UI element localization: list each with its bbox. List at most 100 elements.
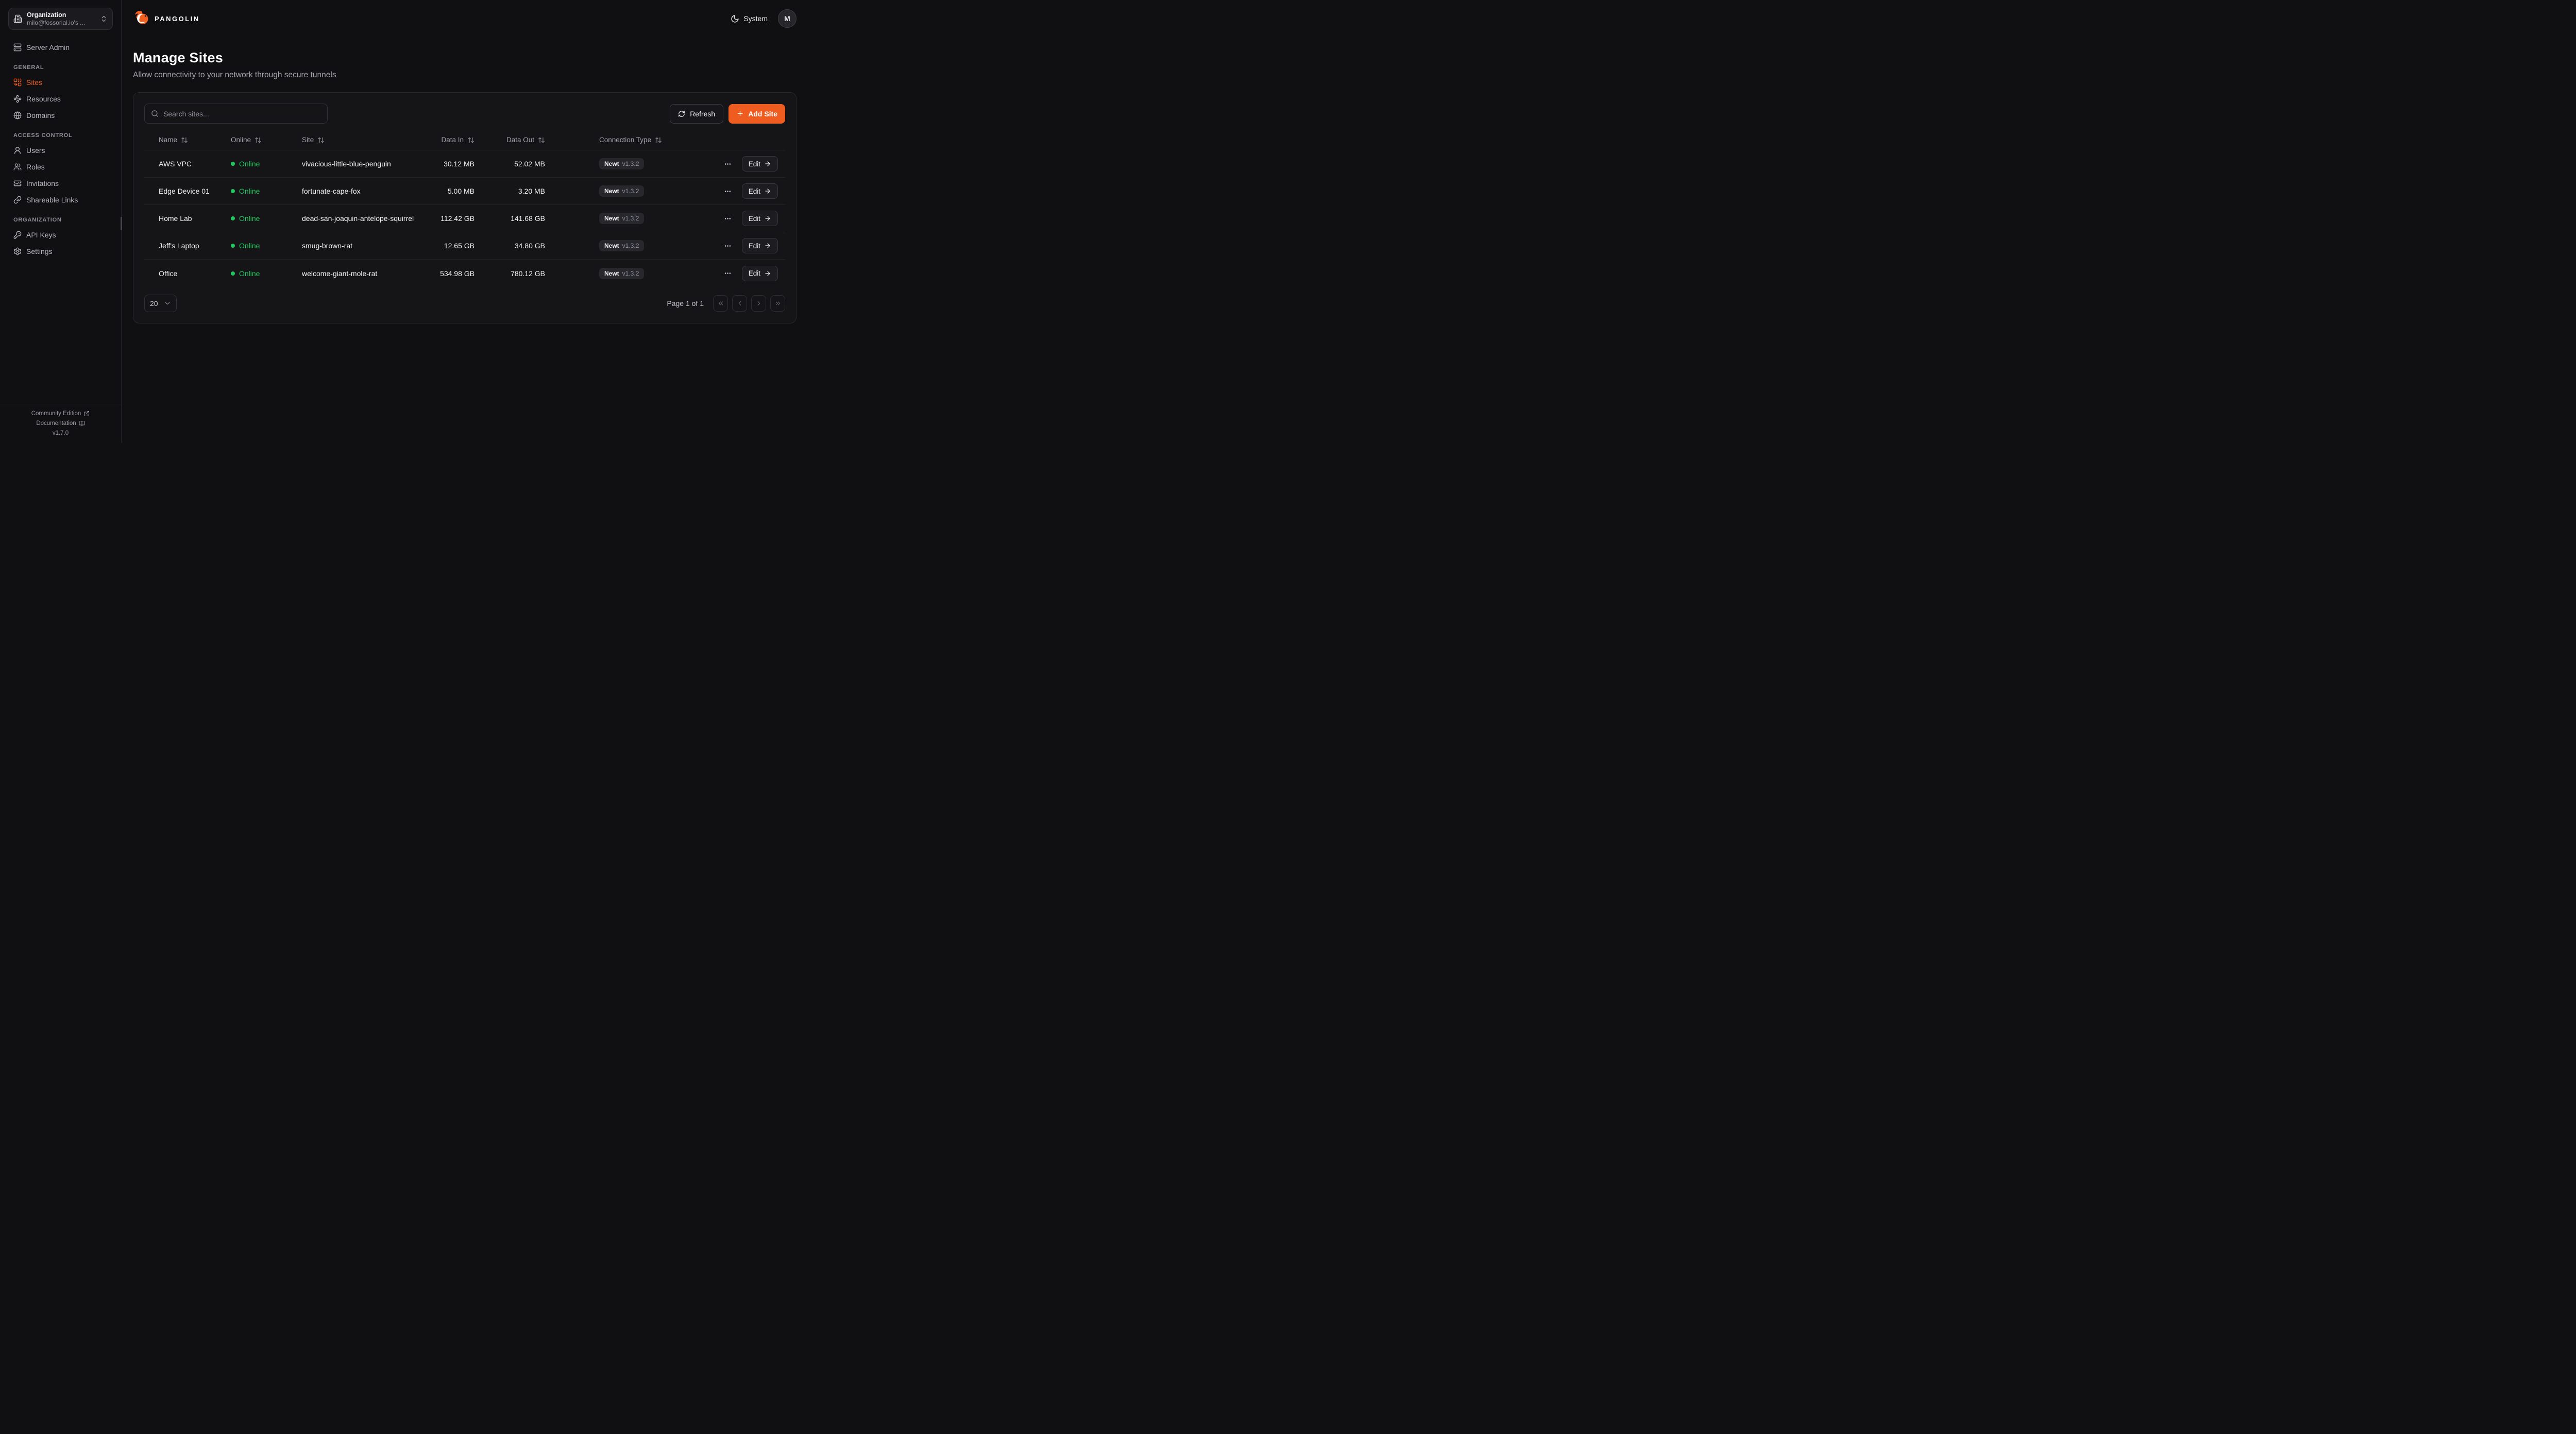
page-title: Manage Sites [133, 50, 223, 65]
site-slug-cell: vivacious-little-blue-penguin [302, 160, 391, 168]
edit-site-button[interactable]: Edit [741, 238, 778, 253]
sidebar-item-roles[interactable]: Roles [8, 159, 113, 175]
book-open-icon [79, 420, 85, 426]
documentation-link[interactable]: Documentation [36, 420, 85, 426]
row-actions-cell: Edit [691, 211, 785, 226]
sidebar-item-resources[interactable]: Resources [8, 91, 113, 107]
sort-icon [317, 136, 325, 144]
brand: PANGOLIN [133, 10, 200, 27]
connection-type-name: Newt [604, 269, 619, 277]
edit-site-button[interactable]: Edit [741, 156, 778, 172]
sidebar-item-label: Shareable Links [26, 196, 78, 204]
org-switcher[interactable]: Organization milo@fossorial.io's ... [8, 8, 113, 30]
row-menu-button[interactable] [722, 186, 733, 197]
chevron-right-icon [755, 300, 762, 307]
next-page-button[interactable] [751, 295, 766, 312]
edit-site-button[interactable]: Edit [741, 183, 778, 199]
column-label: Online [231, 136, 251, 144]
key-round-icon [13, 231, 22, 239]
sidebar-item-invitations[interactable]: Invitations [8, 175, 113, 192]
link-icon [13, 196, 22, 204]
sidebar-item-label: Server Admin [26, 43, 70, 52]
sidebar-section-heading: GENERAL [13, 64, 44, 71]
online-status-cell: Online [225, 160, 296, 168]
refresh-button[interactable]: Refresh [670, 104, 724, 124]
community-edition-link[interactable]: Community Edition [31, 411, 90, 417]
chevron-down-icon [164, 300, 171, 307]
data-in-cell: 112.42 GB [440, 214, 474, 223]
org-switcher-texts: Organization milo@fossorial.io's ... [27, 11, 95, 27]
ellipsis-icon [724, 160, 732, 168]
organization-icon [13, 14, 22, 23]
search-input[interactable] [163, 109, 321, 118]
online-status-label: Online [239, 214, 260, 223]
sidebar-item-settings[interactable]: Settings [8, 243, 113, 260]
edit-site-button[interactable]: Edit [741, 211, 778, 226]
edit-site-button[interactable]: Edit [741, 265, 778, 281]
sort-icon [181, 136, 188, 144]
globe-icon [13, 111, 22, 120]
ellipsis-icon [724, 242, 732, 250]
site-slug-cell: welcome-giant-mole-rat [302, 269, 378, 278]
sidebar-scrollbar-thumb[interactable] [121, 217, 122, 230]
column-header-name[interactable]: Name [144, 136, 225, 144]
online-dot-icon [231, 216, 235, 220]
avatar[interactable]: M [778, 9, 796, 28]
column-header-online[interactable]: Online [225, 136, 296, 144]
row-menu-button[interactable] [722, 268, 733, 279]
version-label: v1.7.0 [52, 430, 69, 436]
topbar: PANGOLIN System M [133, 0, 796, 37]
row-actions-cell: Edit [691, 156, 785, 172]
row-menu-button[interactable] [722, 159, 733, 169]
page-status: Page 1 of 1 [667, 299, 704, 308]
app-screen: Organization milo@fossorial.io's ... Ser… [0, 0, 808, 443]
connection-type-badge: Newt v1.3.2 [599, 213, 645, 224]
main-area: PANGOLIN System M Manage Sites Allow con… [122, 0, 808, 443]
connection-version: v1.3.2 [622, 187, 639, 195]
sidebar-item-api-keys[interactable]: API Keys [8, 227, 113, 243]
connection-type-badge: Newt v1.3.2 [599, 158, 645, 169]
row-menu-button[interactable] [722, 241, 733, 251]
arrow-right-icon [764, 187, 771, 195]
column-header-data-in[interactable]: Data In [419, 136, 474, 144]
sidebar-item-users[interactable]: Users [8, 142, 113, 159]
pagination-controls: Page 1 of 1 [667, 295, 785, 312]
waypoints-icon [13, 95, 22, 103]
sidebar-item-label: Roles [26, 163, 45, 171]
row-actions-cell: Edit [691, 183, 785, 199]
topbar-right: System M [731, 9, 796, 28]
online-dot-icon [231, 271, 235, 276]
chevrons-left-icon [717, 300, 724, 307]
connection-type-cell: Newt v1.3.2 [545, 240, 691, 251]
online-dot-icon [231, 244, 235, 248]
page-head: Manage Sites Allow connectivity to your … [133, 50, 796, 80]
column-label: Data Out [506, 136, 534, 144]
sidebar-item-shareable-links[interactable]: Shareable Links [8, 192, 113, 208]
theme-toggle-button[interactable]: System [731, 14, 768, 23]
row-actions-cell: Edit [691, 265, 785, 281]
column-header-data-out[interactable]: Data Out [474, 136, 545, 144]
sidebar-item-server-admin[interactable]: Server Admin [8, 39, 113, 56]
row-menu-button[interactable] [722, 213, 733, 224]
site-name-cell: Jeff's Laptop [159, 242, 199, 250]
connection-type-badge: Newt v1.3.2 [599, 185, 645, 197]
column-header-connection-type[interactable]: Connection Type [545, 136, 691, 144]
online-status-cell: Online [225, 214, 296, 223]
column-label: Connection Type [599, 136, 652, 144]
sidebar-item-domains[interactable]: Domains [8, 107, 113, 124]
user-icon [13, 146, 22, 155]
row-actions-cell: Edit [691, 238, 785, 253]
chevron-left-icon [736, 300, 743, 307]
table-body: AWS VPC Online vivacious-little-blue-pen… [144, 150, 785, 287]
community-edition-label: Community Edition [31, 411, 81, 417]
site-name-cell: Office [159, 269, 178, 278]
add-site-button[interactable]: Add Site [728, 104, 785, 124]
first-page-button[interactable] [713, 295, 728, 312]
previous-page-button[interactable] [732, 295, 747, 312]
sidebar-item-sites[interactable]: Sites [8, 74, 113, 91]
last-page-button[interactable] [770, 295, 785, 312]
page-size-select[interactable]: 20 [144, 295, 177, 312]
table-header-row: Name Online Site Data In Data Out Connection … [144, 130, 785, 150]
column-header-site[interactable]: Site [296, 136, 419, 144]
data-in-cell: 534.98 GB [440, 269, 474, 278]
